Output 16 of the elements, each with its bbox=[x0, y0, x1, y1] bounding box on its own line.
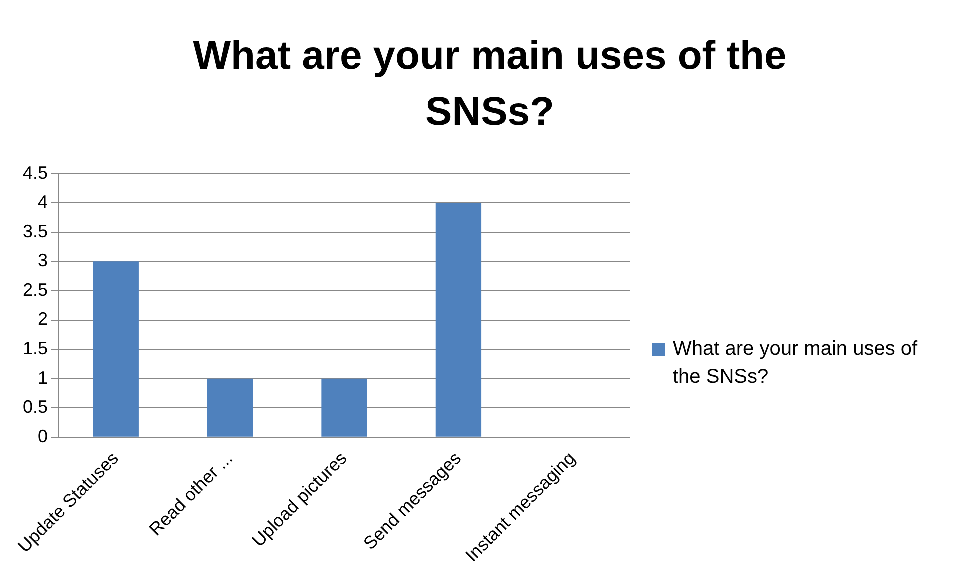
y-tick-label: 4 bbox=[38, 192, 48, 212]
bar bbox=[93, 262, 139, 437]
bar bbox=[207, 378, 254, 437]
chart-title: What are your main uses of the SNSs? bbox=[192, 33, 788, 136]
bar bbox=[322, 378, 368, 437]
y-tick-label: 0.5 bbox=[22, 397, 48, 418]
y-tick-label: 1.5 bbox=[22, 338, 48, 359]
y-tick-label: 2 bbox=[38, 309, 48, 330]
y-tick-label: 0 bbox=[38, 426, 48, 446]
legend-label: What are your main uses of the SNSs? bbox=[673, 337, 919, 390]
y-tick-label: 3 bbox=[38, 250, 48, 271]
y-tick-label: 2.5 bbox=[22, 280, 48, 300]
y-tick-label: 3.5 bbox=[22, 221, 48, 242]
y-tick-label: 1 bbox=[38, 368, 48, 388]
bar bbox=[436, 203, 482, 437]
y-tick-label: 4.5 bbox=[22, 162, 48, 183]
